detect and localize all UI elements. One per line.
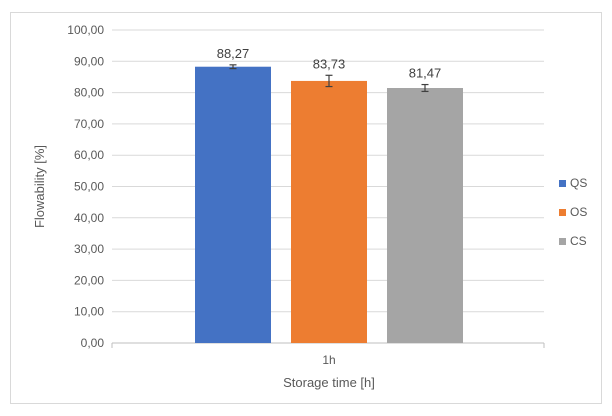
bar-qs (195, 66, 271, 343)
y-tick-label: 90,00 (74, 54, 104, 68)
legend-swatch (559, 180, 566, 187)
y-tick-label: 10,00 (74, 305, 104, 319)
data-label-qs: 88,27 (217, 46, 250, 61)
y-tick-label: 60,00 (74, 148, 104, 162)
y-tick-label: 0,00 (81, 336, 105, 350)
x-axis-title: Storage time [h] (283, 375, 375, 390)
data-labels: 88,27 83,73 81,47 (217, 46, 442, 81)
bars (195, 64, 463, 343)
y-tick-label: 50,00 (74, 180, 104, 194)
error-bar-cs (421, 83, 429, 93)
legend-label: OS (570, 205, 587, 219)
error-bar-os (325, 74, 333, 88)
legend: QS OS CS (559, 176, 587, 248)
legend-label: QS (570, 176, 587, 190)
y-tick-label: 40,00 (74, 211, 104, 225)
y-tick-label: 30,00 (74, 242, 104, 256)
bar-cs (387, 87, 463, 343)
y-axis-ticks: 0,00 10,00 20,00 30,00 40,00 50,00 60,00 70,00 8… (67, 23, 104, 350)
legend-label: CS (570, 234, 587, 248)
error-bar-qs (229, 64, 237, 70)
y-tick-label: 80,00 (74, 86, 104, 100)
y-tick-label: 100,00 (67, 23, 104, 37)
legend-swatch (559, 238, 566, 245)
y-axis-title: Flowability [%] (32, 145, 47, 228)
y-tick-label: 20,00 (74, 273, 104, 287)
bar-os (291, 80, 367, 343)
y-tick-label: 70,00 (74, 117, 104, 131)
legend-item-cs: CS (559, 234, 587, 248)
legend-item-qs: QS (559, 176, 587, 190)
data-label-os: 83,73 (313, 56, 346, 71)
legend-swatch (559, 209, 566, 216)
x-tick-label: 1h (322, 353, 335, 367)
legend-item-os: OS (559, 205, 587, 219)
data-label-cs: 81,47 (409, 66, 442, 81)
